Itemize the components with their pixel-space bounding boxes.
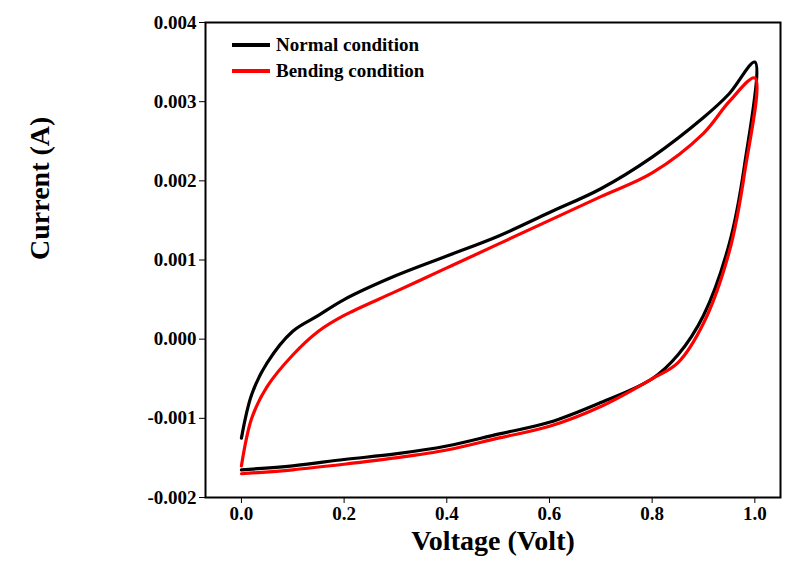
svg-text:0.8: 0.8 [640,503,664,524]
svg-text:Voltage (Volt): Voltage (Volt) [411,525,575,556]
html-text:Bending condition: Bending condition [276,60,425,81]
svg-text:Current (A): Current (A) [24,117,55,260]
svg-text:0.4: 0.4 [435,503,459,524]
svg-text:0.0: 0.0 [230,503,254,524]
svg-text:-0.001: -0.001 [147,407,196,428]
html-text:Normal condition: Normal condition [276,34,419,55]
svg-text:0.2: 0.2 [332,503,356,524]
svg-text:0.6: 0.6 [538,503,562,524]
svg-text:1.0: 1.0 [743,503,767,524]
svg-text:0.000: 0.000 [154,328,197,349]
svg-text:0.001: 0.001 [154,249,197,270]
svg-text:0.004: 0.004 [154,12,197,33]
svg-text:0.003: 0.003 [154,91,197,112]
svg-text:0.002: 0.002 [154,170,197,191]
svg-text:-0.002: -0.002 [147,487,196,508]
